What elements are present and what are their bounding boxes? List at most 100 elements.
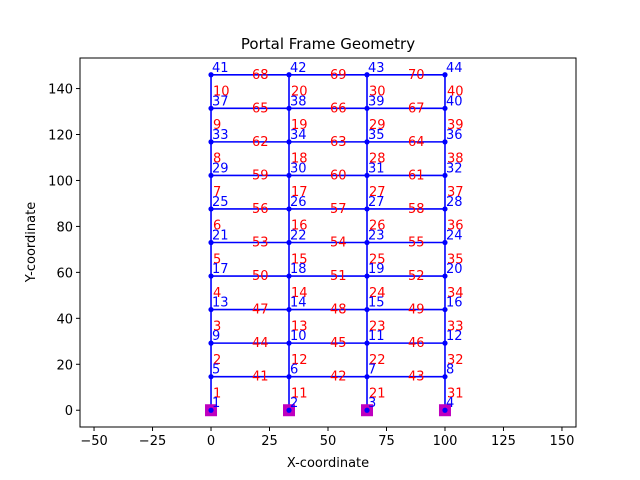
element-label-57: 57 xyxy=(330,202,347,217)
node-label-24: 24 xyxy=(446,229,463,244)
y-tick-label: 60 xyxy=(56,266,73,281)
node-label-15: 15 xyxy=(368,296,385,311)
element-label-33: 33 xyxy=(447,319,464,334)
node-label-13: 13 xyxy=(212,296,229,311)
node-point-41 xyxy=(208,72,214,78)
element-label-54: 54 xyxy=(330,236,347,251)
node-label-32: 32 xyxy=(446,161,463,176)
element-label-18: 18 xyxy=(291,152,308,167)
node-label-26: 26 xyxy=(290,195,307,210)
node-label-4: 4 xyxy=(446,396,454,411)
node-point-12 xyxy=(442,340,448,346)
x-tick-label: 125 xyxy=(491,434,516,449)
x-tick-label: 0 xyxy=(207,434,215,449)
node-label-35: 35 xyxy=(368,128,385,143)
y-tick-label: 40 xyxy=(56,312,73,327)
node-label-11: 11 xyxy=(368,329,385,344)
node-point-32 xyxy=(442,172,448,179)
node-point-39 xyxy=(364,105,370,111)
node-label-39: 39 xyxy=(368,94,385,109)
element-label-53: 53 xyxy=(252,236,269,251)
node-label-20: 20 xyxy=(446,262,463,277)
element-label-7: 7 xyxy=(213,185,221,200)
node-label-44: 44 xyxy=(446,61,463,76)
node-label-33: 33 xyxy=(212,128,229,143)
y-tick-label: 80 xyxy=(56,220,73,235)
node-label-3: 3 xyxy=(368,396,376,411)
element-label-52: 52 xyxy=(408,269,425,284)
node-label-7: 7 xyxy=(368,363,376,378)
x-tick-label: 100 xyxy=(433,434,458,449)
node-point-30 xyxy=(286,172,292,179)
node-point-20 xyxy=(442,273,448,279)
element-label-15: 15 xyxy=(291,252,308,267)
element-label-45: 45 xyxy=(330,336,347,351)
node-label-19: 19 xyxy=(368,262,385,277)
node-label-30: 30 xyxy=(290,161,307,176)
node-point-1 xyxy=(208,407,214,413)
element-label-2: 2 xyxy=(213,353,221,368)
node-label-36: 36 xyxy=(446,128,463,143)
node-point-21 xyxy=(208,239,214,246)
node-point-42 xyxy=(286,72,292,78)
node-point-13 xyxy=(208,306,214,313)
node-point-9 xyxy=(208,340,214,346)
node-point-2 xyxy=(286,407,292,413)
element-label-67: 67 xyxy=(408,101,425,116)
element-label-43: 43 xyxy=(408,370,425,385)
element-label-11: 11 xyxy=(291,386,308,401)
node-point-27 xyxy=(364,206,370,212)
node-point-24 xyxy=(442,239,448,246)
node-label-25: 25 xyxy=(212,195,229,210)
node-label-14: 14 xyxy=(290,296,307,311)
element-label-1: 1 xyxy=(213,386,221,401)
node-label-42: 42 xyxy=(290,61,307,76)
node-label-2: 2 xyxy=(290,396,298,411)
node-label-38: 38 xyxy=(290,94,307,109)
y-tick-label: 20 xyxy=(56,358,73,373)
y-tick-label: 0 xyxy=(65,404,73,419)
node-point-38 xyxy=(286,105,292,111)
element-label-16: 16 xyxy=(291,219,308,234)
element-label-4: 4 xyxy=(213,286,221,301)
node-label-10: 10 xyxy=(290,329,307,344)
node-point-23 xyxy=(364,239,370,246)
node-point-35 xyxy=(364,139,370,145)
node-label-34: 34 xyxy=(290,128,307,143)
element-label-56: 56 xyxy=(252,202,269,217)
node-label-23: 23 xyxy=(368,229,385,244)
node-point-11 xyxy=(364,340,370,346)
element-label-12: 12 xyxy=(291,353,308,368)
y-tick-label: 140 xyxy=(48,83,73,98)
node-label-21: 21 xyxy=(212,229,229,244)
element-label-66: 66 xyxy=(330,101,347,116)
x-tick-label: 75 xyxy=(378,434,395,449)
node-point-34 xyxy=(286,139,292,145)
node-point-16 xyxy=(442,306,448,313)
x-tick-label: 50 xyxy=(320,434,337,449)
element-label-39: 39 xyxy=(447,118,464,133)
node-label-12: 12 xyxy=(446,329,463,344)
element-label-38: 38 xyxy=(447,152,464,167)
node-point-3 xyxy=(364,407,370,413)
element-label-68: 68 xyxy=(252,68,269,83)
element-label-64: 64 xyxy=(408,135,425,150)
element-label-47: 47 xyxy=(252,303,269,318)
element-label-59: 59 xyxy=(252,168,269,183)
x-tick-label: 25 xyxy=(261,434,278,449)
element-label-62: 62 xyxy=(252,135,269,150)
element-label-17: 17 xyxy=(291,185,308,200)
x-tick-label: −25 xyxy=(139,434,166,449)
x-tick-label: −50 xyxy=(80,434,107,449)
element-label-10: 10 xyxy=(213,85,230,100)
chart-title: Portal Frame Geometry xyxy=(241,35,415,53)
element-label-13: 13 xyxy=(291,319,308,334)
node-point-36 xyxy=(442,139,448,145)
node-point-22 xyxy=(286,239,292,246)
node-point-29 xyxy=(208,172,214,179)
node-point-4 xyxy=(442,407,448,413)
node-label-16: 16 xyxy=(446,296,463,311)
element-label-34: 34 xyxy=(447,286,464,301)
element-label-70: 70 xyxy=(408,68,425,83)
axes-frame xyxy=(79,57,577,428)
